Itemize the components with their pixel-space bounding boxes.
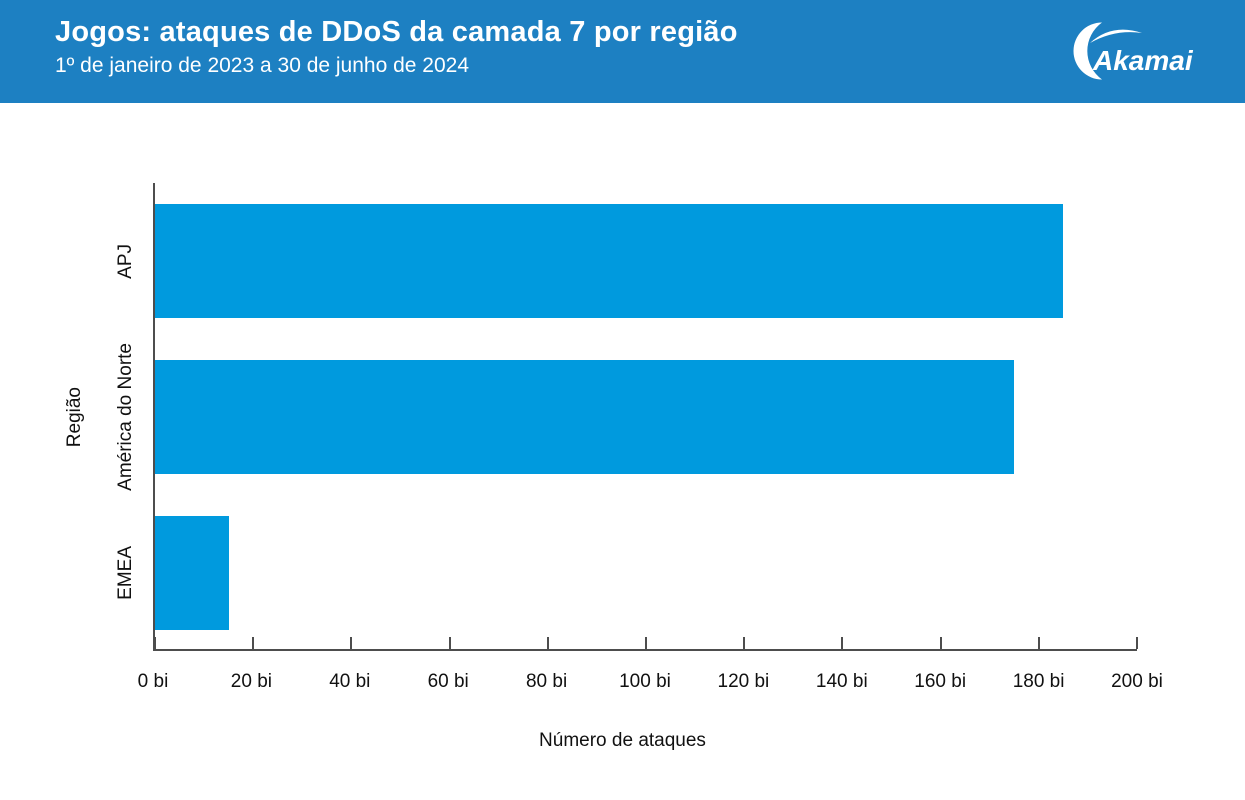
- x-axis-tick: [841, 637, 844, 649]
- x-axis-tick-label: 140 bi: [815, 671, 868, 692]
- x-axis-title: Número de ataques: [539, 730, 706, 751]
- chart-subtitle: 1º de janeiro de 2023 a 30 de junho de 2…: [55, 54, 470, 78]
- x-axis-tick: [546, 637, 549, 649]
- x-axis-tick: [252, 637, 255, 649]
- y-category-label: APJ: [103, 183, 149, 339]
- header: Jogos: ataques de DDoS da camada 7 por r…: [0, 0, 1245, 103]
- x-axis-tick: [1037, 637, 1040, 649]
- header-text: Jogos: ataques de DDoS da camada 7 por r…: [55, 16, 738, 78]
- x-axis-tick-label: 20 bi: [230, 671, 272, 692]
- x-axis-tick-label: 40 bi: [329, 671, 371, 692]
- bar-band: [155, 183, 1137, 339]
- x-axis-tick: [448, 637, 451, 649]
- y-axis-title-box: Região: [55, 183, 95, 651]
- akamai-logo-text: Akamai: [1092, 45, 1194, 76]
- y-axis-title: Região: [64, 386, 85, 448]
- x-axis-tick-label: 0 bi: [137, 671, 169, 692]
- x-axis-tick: [154, 637, 156, 649]
- x-axis-tick-label: 160 bi: [914, 671, 967, 692]
- x-axis-tick-label: 60 bi: [427, 671, 469, 692]
- x-axis-tick: [645, 637, 647, 649]
- bar-band: [155, 495, 1137, 651]
- x-axis-tick: [743, 637, 746, 649]
- bar: [155, 516, 229, 630]
- chart-title: Jogos: ataques de DDoS da camada 7 por r…: [55, 16, 738, 48]
- y-category-label-text: APJ: [115, 243, 136, 279]
- x-axis-tick: [939, 637, 942, 649]
- x-axis-tick: [350, 637, 353, 649]
- x-axis-tick-label: 120 bi: [717, 671, 770, 692]
- plot-area: [153, 183, 1138, 651]
- x-axis-tick-label: 80 bi: [525, 671, 568, 692]
- y-category-label: América do Norte: [103, 339, 149, 495]
- bar-band: [155, 339, 1137, 495]
- y-category-label-text: EMEA: [115, 546, 136, 600]
- y-category-label: EMEA: [103, 495, 149, 651]
- x-axis-tick: [1136, 637, 1138, 649]
- akamai-logo-icon: Akamai: [1073, 22, 1194, 80]
- bar: [155, 204, 1064, 318]
- x-axis-tick-label: 180 bi: [1012, 671, 1065, 692]
- x-axis-tick-label: 100 bi: [619, 671, 671, 692]
- bar-chart: Região Número de ataques APJ América do N…: [0, 103, 1245, 800]
- x-axis-tick-label: 200 bi: [1111, 671, 1163, 692]
- bar: [155, 360, 1015, 474]
- y-category-label-text: América do Norte: [115, 343, 136, 491]
